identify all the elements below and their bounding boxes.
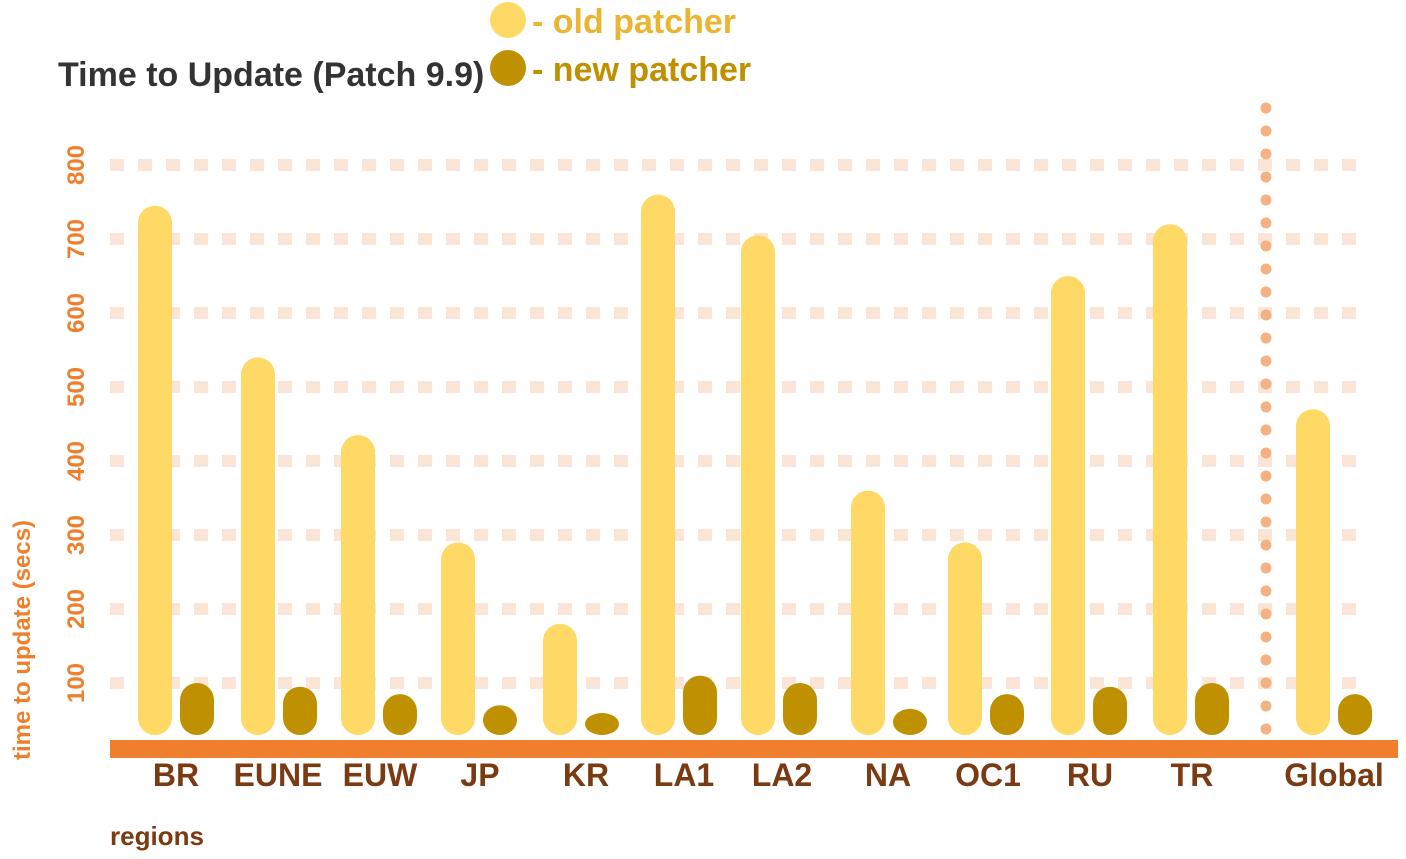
separator-dot bbox=[1260, 378, 1272, 390]
bar-new-patcher-jp bbox=[483, 705, 517, 735]
separator-dot bbox=[1260, 148, 1272, 160]
legend: - old patcher - new patcher bbox=[490, 2, 751, 89]
bar-new-patcher-euw bbox=[383, 694, 417, 735]
separator-dot bbox=[1260, 424, 1272, 436]
separator-dot bbox=[1260, 401, 1272, 413]
x-tick-label-ru: RU bbox=[1067, 757, 1113, 793]
separator-dot bbox=[1260, 355, 1272, 367]
bar-new-patcher-eune bbox=[283, 686, 317, 735]
separator-dot bbox=[1260, 723, 1272, 735]
y-tick-label: 300 bbox=[63, 515, 90, 555]
bars bbox=[138, 194, 1372, 736]
y-axis-label: time to update (secs) bbox=[9, 520, 36, 760]
bar-old-patcher-euw bbox=[341, 435, 375, 735]
separator-dot bbox=[1260, 493, 1272, 505]
x-tick-label-la2: LA2 bbox=[752, 757, 812, 793]
separator-dot bbox=[1260, 470, 1272, 482]
gridlines bbox=[110, 159, 1362, 689]
separator-dot bbox=[1260, 217, 1272, 229]
x-tick-label-la1: LA1 bbox=[654, 757, 714, 793]
legend-label-new-patcher: - new patcher bbox=[532, 51, 751, 89]
separator-dot bbox=[1260, 102, 1272, 114]
bar-old-patcher-la2 bbox=[741, 235, 775, 736]
x-axis-label: regions bbox=[110, 821, 204, 851]
y-tick-label: 100 bbox=[63, 663, 90, 703]
x-tick-label-jp: JP bbox=[460, 757, 499, 793]
bar-old-patcher-br bbox=[138, 205, 172, 735]
x-tick-label-kr: KR bbox=[563, 757, 609, 793]
separator-dot bbox=[1260, 631, 1272, 643]
separator-dot bbox=[1260, 309, 1272, 321]
x-axis-line bbox=[110, 740, 1398, 758]
bar-new-patcher-oc1 bbox=[990, 694, 1024, 735]
y-tick-label: 700 bbox=[63, 219, 90, 259]
x-tick-label-tr: TR bbox=[1171, 757, 1214, 793]
bar-new-patcher-na bbox=[893, 708, 927, 735]
bar-old-patcher-jp bbox=[441, 542, 475, 735]
bar-new-patcher-global bbox=[1338, 694, 1372, 735]
bar-new-patcher-ru bbox=[1093, 686, 1127, 735]
bar-old-patcher-global bbox=[1296, 409, 1330, 735]
x-tick-label-br: BR bbox=[153, 757, 199, 793]
separator-dot bbox=[1260, 263, 1272, 275]
bar-old-patcher-na bbox=[851, 490, 885, 735]
x-tick-label-global: Global bbox=[1284, 757, 1384, 793]
separator-dot bbox=[1260, 194, 1272, 206]
separator-dot bbox=[1260, 171, 1272, 183]
legend-marker-old-patcher bbox=[490, 2, 526, 38]
bar-old-patcher-kr bbox=[543, 623, 577, 735]
bar-new-patcher-tr bbox=[1195, 683, 1229, 735]
y-tick-label: 400 bbox=[63, 441, 90, 481]
separator-dot bbox=[1260, 447, 1272, 459]
y-axis-ticks: 100 200 300 400 500 600 700 800 bbox=[63, 145, 90, 703]
separator-dot bbox=[1260, 608, 1272, 620]
bar-new-patcher-br bbox=[180, 683, 214, 735]
separator-dot bbox=[1260, 240, 1272, 252]
y-tick-label: 500 bbox=[63, 367, 90, 407]
bar-old-patcher-la1 bbox=[641, 194, 675, 736]
separator-dot bbox=[1260, 286, 1272, 298]
legend-marker-new-patcher bbox=[490, 50, 526, 86]
separator-dot bbox=[1260, 585, 1272, 597]
y-tick-label: 600 bbox=[63, 293, 90, 333]
bar-old-patcher-oc1 bbox=[948, 542, 982, 735]
separator-dot bbox=[1260, 332, 1272, 344]
separator-dot bbox=[1260, 677, 1272, 689]
y-tick-label: 200 bbox=[63, 589, 90, 629]
y-tick-label: 800 bbox=[63, 145, 90, 185]
bar-new-patcher-la2 bbox=[783, 683, 817, 735]
global-separator-line bbox=[1260, 102, 1272, 735]
separator-dot bbox=[1260, 516, 1272, 528]
separator-dot bbox=[1260, 654, 1272, 666]
x-axis-ticks: BR EUNE EUW JP KR LA1 LA2 NA OC1 RU TR Global bbox=[153, 757, 1384, 793]
bar-old-patcher-ru bbox=[1051, 276, 1085, 735]
bar-old-patcher-tr bbox=[1153, 224, 1187, 735]
separator-dot bbox=[1260, 539, 1272, 551]
bar-new-patcher-la1 bbox=[683, 675, 717, 735]
x-tick-label-eune: EUNE bbox=[234, 757, 323, 793]
x-tick-label-na: NA bbox=[865, 757, 911, 793]
separator-dot bbox=[1260, 125, 1272, 137]
legend-label-old-patcher: - old patcher bbox=[532, 3, 736, 41]
x-tick-label-euw: EUW bbox=[343, 757, 418, 793]
bar-old-patcher-eune bbox=[241, 357, 275, 735]
separator-dot bbox=[1260, 700, 1272, 712]
chart-title: Time to Update (Patch 9.9) bbox=[58, 56, 484, 94]
x-tick-label-oc1: OC1 bbox=[955, 757, 1021, 793]
separator-dot bbox=[1260, 562, 1272, 574]
bar-new-patcher-kr bbox=[585, 713, 619, 735]
